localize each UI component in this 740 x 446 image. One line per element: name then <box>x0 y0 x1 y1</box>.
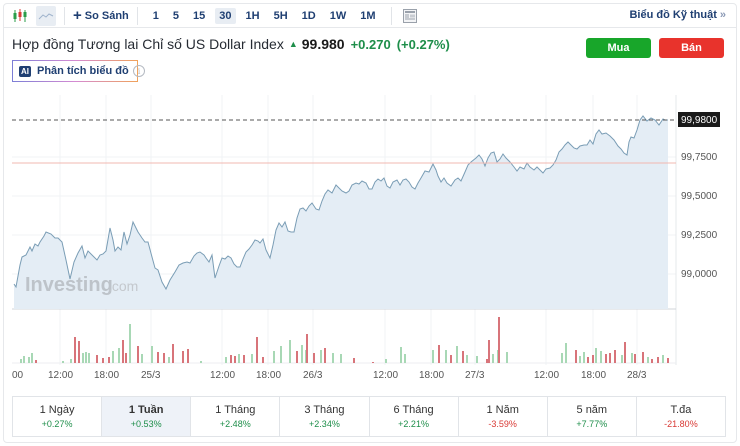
compare-label: So Sánh <box>84 9 129 22</box>
y-tick: 99,7500 <box>681 152 718 163</box>
period-1-year[interactable]: 1 Năm -3.59% <box>459 397 548 436</box>
period-max[interactable]: T.đa -21.80% <box>637 397 725 436</box>
period-label: 1 Ngày <box>39 404 75 416</box>
info-icon[interactable]: i <box>133 65 145 77</box>
buy-button[interactable]: Mua <box>586 38 651 58</box>
x-tick: 18:00 <box>94 370 119 381</box>
area-chart-icon[interactable] <box>36 5 56 26</box>
investing-watermark: Investing <box>25 274 113 296</box>
period-1-month[interactable]: 1 Tháng +2.48% <box>191 397 281 436</box>
candlestick-icon[interactable] <box>10 6 30 26</box>
x-tick: 18:00 <box>581 370 606 381</box>
performance-periods: 1 Ngày +0.27% 1 Tuần +0.53% 1 Tháng +2.48% … <box>12 396 726 437</box>
period-value: -3.59% <box>488 419 517 429</box>
compare-button[interactable]: + So Sánh <box>73 8 129 23</box>
timeframe-1m[interactable]: 1M <box>360 9 376 22</box>
y-tick: 99,0000 <box>681 269 718 280</box>
x-tick: 18:00 <box>256 370 281 381</box>
price-change-percent: (+0.27%) <box>396 36 450 52</box>
price-area <box>14 116 668 309</box>
period-label: 1 Năm <box>486 404 519 416</box>
period-value: +2.34% <box>309 419 340 429</box>
instrument-header: Hợp đồng Tương lai Chỉ số US Dollar Inde… <box>12 36 450 52</box>
timeframe-1[interactable]: 1 <box>152 9 159 22</box>
widget-frame <box>3 3 737 443</box>
timeframe-30[interactable]: 30 <box>215 7 236 24</box>
instrument-title: Hợp đồng Tương lai Chỉ số US Dollar Inde… <box>12 36 284 52</box>
timeframe-1d[interactable]: 1D <box>301 9 316 22</box>
x-tick: 25/3 <box>141 370 161 381</box>
period-value: +0.27% <box>41 419 73 429</box>
period-value: +2.21% <box>398 419 429 429</box>
timeframe-5[interactable]: 5 <box>172 9 180 22</box>
news-layout-icon[interactable] <box>400 6 420 26</box>
x-axis: 00 12:00 18:00 25/3 12:00 18:00 26/3 12:… <box>12 370 647 381</box>
plus-icon: + <box>73 7 82 24</box>
x-tick: 12:00 <box>48 370 73 381</box>
period-value: +2.48% <box>219 419 251 429</box>
investing-watermark-suffix: .com <box>108 278 138 294</box>
toolbar-divider <box>64 6 65 25</box>
toolbar-divider <box>136 6 138 25</box>
ai-chart-analysis-button[interactable]: AI Phân tích biểu đồ <box>12 60 138 82</box>
period-label: 6 Tháng <box>393 404 434 416</box>
x-tick: 26/3 <box>303 370 323 381</box>
x-tick: 27/3 <box>465 370 485 381</box>
period-label: 1 Tháng <box>215 404 256 416</box>
y-tick: 99,5000 <box>681 191 718 202</box>
y-tick: 99,2500 <box>681 230 718 241</box>
period-1-week[interactable]: 1 Tuần +0.53% <box>102 397 192 436</box>
price-chart[interactable]: 99,9800 99,7500 99,5000 99,2500 99,0000 … <box>0 90 740 390</box>
period-label: 5 năm <box>576 404 608 416</box>
chart-toolbar: + So Sánh 1 5 15 30 1H 5H 1D 1W 1M Biểu … <box>4 4 736 28</box>
period-value: +0.53% <box>130 419 162 429</box>
x-tick: 00 <box>12 370 24 381</box>
price-change: +0.270 <box>350 36 391 52</box>
x-tick: 12:00 <box>534 370 559 381</box>
last-price: 99.980 <box>301 36 345 52</box>
technical-chart-link[interactable]: Biểu đồ Kỹ thuật» <box>629 9 726 21</box>
timeframe-5h[interactable]: 5H <box>273 9 288 22</box>
period-label: 3 Tháng <box>304 404 345 416</box>
up-arrow-icon: ▲ <box>288 39 298 49</box>
toolbar-divider <box>390 6 392 25</box>
volume-bars <box>12 317 676 364</box>
period-3-months[interactable]: 3 Tháng +2.34% <box>280 397 370 436</box>
period-1-day[interactable]: 1 Ngày +0.27% <box>13 397 103 436</box>
x-tick: 12:00 <box>210 370 235 381</box>
period-value: +7.77% <box>576 419 608 429</box>
period-6-months[interactable]: 6 Tháng +2.21% <box>370 397 459 436</box>
timeframe-1h[interactable]: 1H <box>245 9 260 22</box>
ai-icon: AI <box>19 65 31 77</box>
period-value: -21.80% <box>664 419 698 429</box>
x-tick: 18:00 <box>419 370 444 381</box>
x-tick: 12:00 <box>373 370 398 381</box>
x-tick: 28/3 <box>627 370 647 381</box>
period-label: 1 Tuần <box>128 404 164 416</box>
timeframe-15[interactable]: 15 <box>193 9 206 22</box>
period-label: T.đa <box>670 404 692 416</box>
current-price-tag <box>678 112 720 127</box>
ai-chart-analysis-label: Phân tích biểu đồ <box>37 65 129 77</box>
price-line <box>13 115 668 291</box>
current-price-label: 99,9800 <box>681 115 718 126</box>
period-5-years[interactable]: 5 năm +7.77% <box>548 397 637 436</box>
technical-chart-label: Biểu đồ Kỹ thuật <box>629 9 717 21</box>
sell-button[interactable]: Bán <box>659 38 724 58</box>
timeframe-1w[interactable]: 1W <box>329 9 347 22</box>
chevron-right-icon: » <box>719 9 726 21</box>
